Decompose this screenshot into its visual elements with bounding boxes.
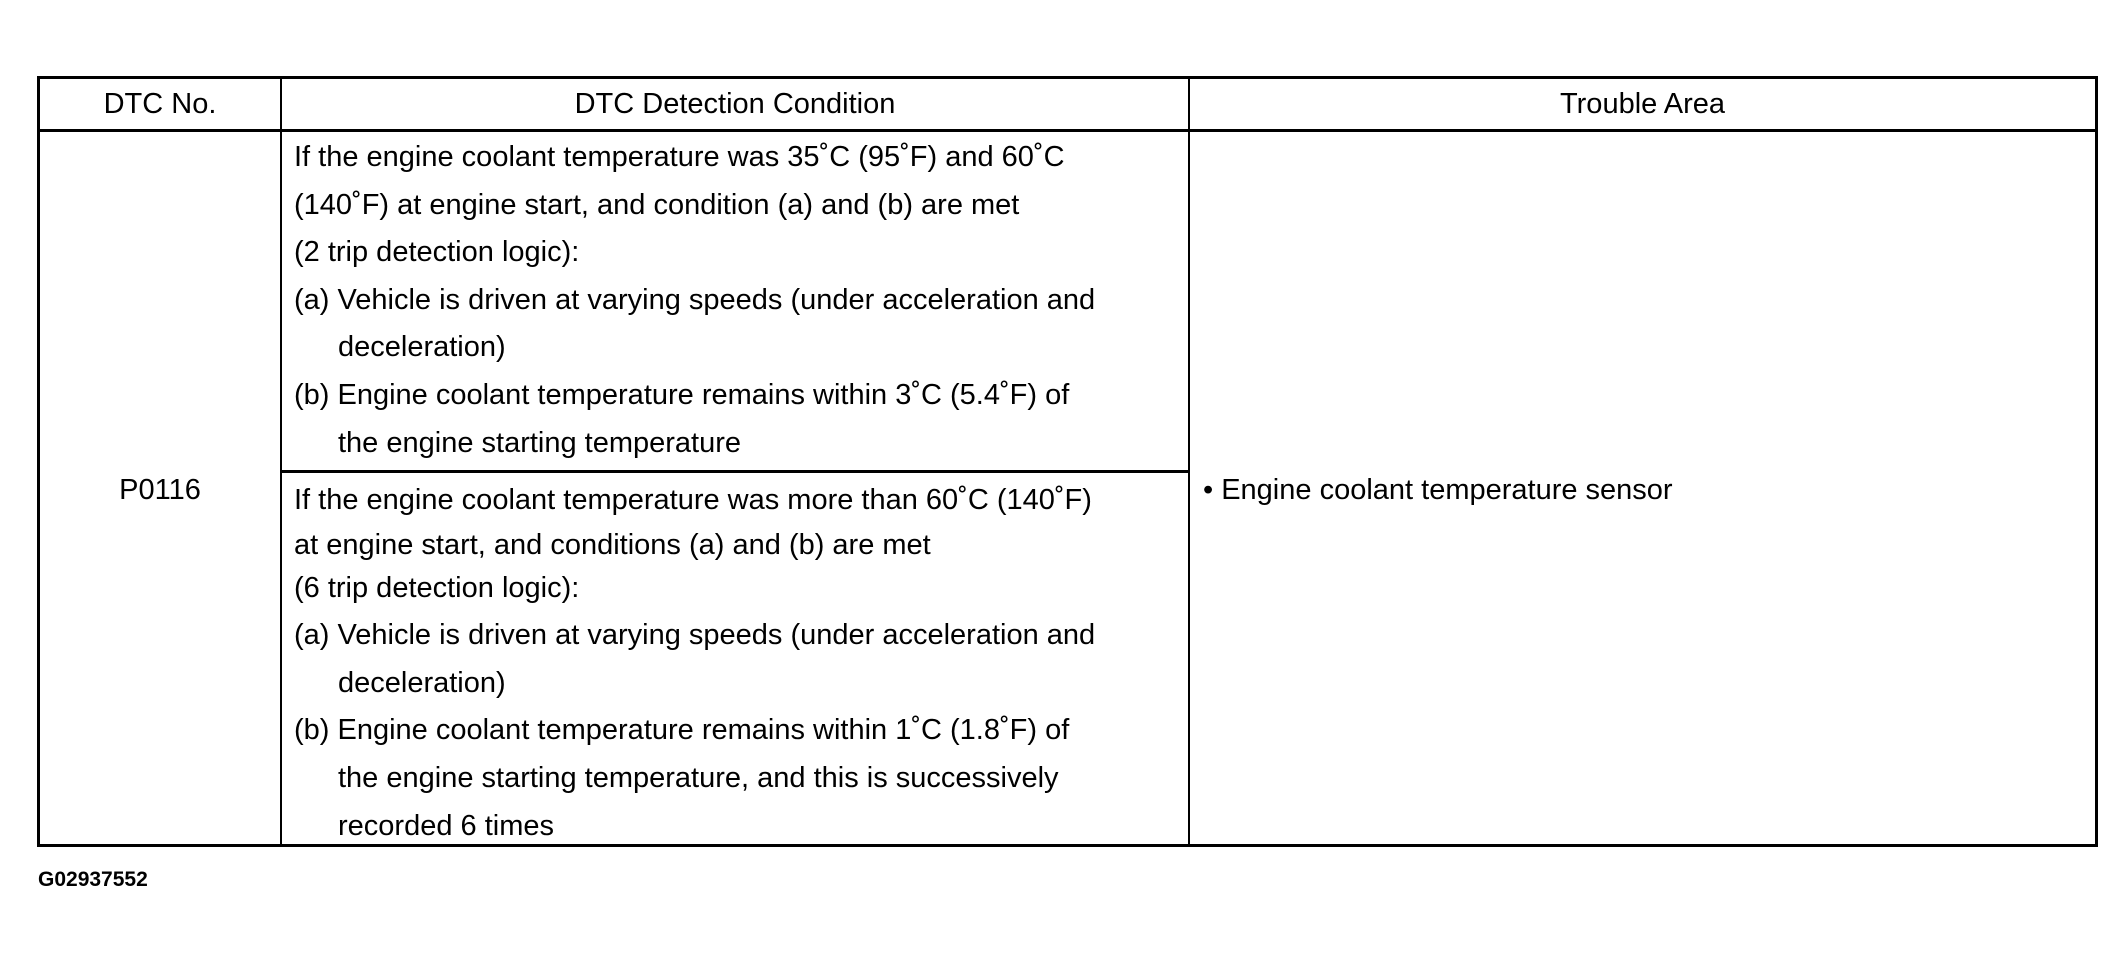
condition-line: (b) Engine coolant temperature remains w… [294, 378, 1070, 411]
condition-line: If the engine coolant temperature was mo… [294, 484, 1092, 516]
condition-line: (a) Vehicle is driven at varying speeds … [294, 283, 1096, 316]
table-border-top [37, 76, 2098, 79]
figure-id: G02937552 [38, 868, 148, 891]
dtc-number: P0116 [119, 474, 201, 506]
detection-condition-2: If the engine coolant temperature was mo… [294, 477, 1095, 850]
table-border-right [2095, 76, 2098, 847]
condition-line: at engine start, and conditions (a) and … [294, 528, 931, 561]
condition-line: (6 trip detection logic): [294, 571, 580, 604]
column-divider-2 [1188, 76, 1190, 847]
trouble-area-item: • Engine coolant temperature sensor [1203, 474, 1673, 506]
condition-line: the engine starting temperature [338, 426, 742, 459]
condition-line: the engine starting temperature, and thi… [338, 761, 1059, 794]
condition-line: If the engine coolant temperature was 35… [294, 141, 1065, 173]
condition-line: deceleration) [338, 666, 506, 699]
column-divider-1 [280, 76, 282, 847]
table-border-bottom [37, 844, 2098, 847]
condition-line: deceleration) [338, 331, 506, 364]
header-dtc-no: DTC No. [103, 88, 217, 120]
header-detection-condition: DTC Detection Condition [574, 88, 896, 120]
header-trouble-area: Trouble Area [1560, 88, 1725, 120]
condition-line: (2 trip detection logic): [294, 236, 580, 269]
condition-row-divider [280, 470, 1190, 473]
table-border-left [37, 76, 40, 847]
header-divider [37, 129, 2098, 132]
condition-line: recorded 6 times [338, 809, 554, 842]
condition-line: (b) Engine coolant temperature remains w… [294, 714, 1070, 747]
condition-line: (a) Vehicle is driven at varying speeds … [294, 619, 1096, 652]
detection-condition-1: If the engine coolant temperature was 35… [294, 134, 1095, 467]
condition-line: (140˚F) at engine start, and condition (… [294, 188, 1020, 221]
